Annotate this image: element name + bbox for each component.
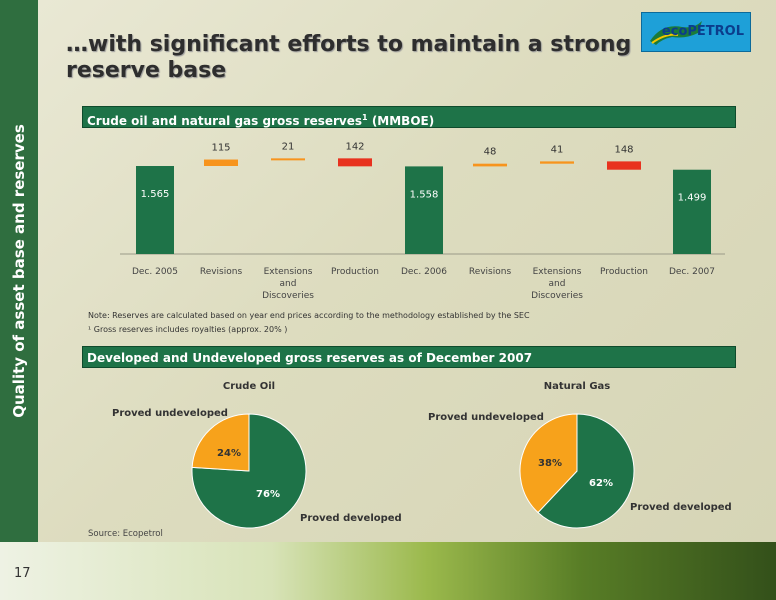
tick-label-7-0: Production [600,267,648,277]
slide-title: …with significant efforts to maintain a … [66,32,632,83]
bar-7 [607,161,641,170]
pie-2-slice-1 [519,413,578,514]
pie-1-slice-1 [191,413,250,472]
chart-note: Note: Reserves are calculated based on y… [88,311,530,320]
bar-5 [473,163,507,167]
logo-text: ecoPETROL [661,24,744,39]
bar-6 [540,161,574,164]
tick-label-4-0: Dec. 2006 [401,267,447,277]
bar-1 [204,159,238,166]
pie-1-legend-0: Proved developed [300,513,402,524]
slide-background [38,0,776,542]
bar-label-5: 48 [484,147,497,158]
section-header-footnote-mark: 1 [362,113,368,122]
tick-label-0-0: Dec. 2005 [132,267,178,277]
pie-2-slice-label-0: 62% [589,478,613,489]
bar-3 [338,158,372,167]
bar-label-1: 115 [211,143,230,154]
bar-label-6: 41 [551,144,564,155]
pie-2-slice-0 [537,413,635,529]
pie-1-legend-1: Proved undeveloped [112,408,228,419]
pie-1-slice-label-1: 24% [217,448,241,459]
pie-title-1: Crude Oil [223,381,275,392]
bar-label-0: 1.565 [141,189,170,200]
reserves-waterfall-chart: 1.565 Dec. 2005 115 Revisions 21 Extensions an… [120,141,725,301]
side-band [0,0,38,542]
pie-1-slice-label-0: 76% [256,489,280,500]
pie-title-2: Natural Gas [544,381,611,392]
bar-label-7: 148 [614,144,633,155]
footer-band [0,542,776,600]
bar-label-8: 1.499 [678,193,707,204]
bar-label-3: 142 [345,141,364,152]
bar-0 [136,166,174,254]
tick-label-2-2: Discoveries [262,291,314,301]
bar-4 [405,166,443,254]
tick-label-6-0: Extensions [533,267,582,277]
pie-2-legend-1: Proved undeveloped [428,412,544,423]
section-header-developed-text: Developed and Undeveloped gross reserves… [87,351,533,365]
tick-label-2-1: and [280,279,297,289]
ecopetrol-logo: ecoPETROL [641,12,751,52]
pie-2-slice-label-1: 38% [538,458,562,469]
tick-label-6-1: and [549,279,566,289]
tick-label-5-0: Revisions [469,267,512,277]
tick-label-3-0: Production [331,267,379,277]
pie-2-legend-0: Proved developed [630,502,732,513]
page-number: 17 [14,566,31,581]
section-header-reserves-text: Crude oil and natural gas gross reserves [87,114,363,128]
tick-label-6-2: Discoveries [531,291,583,301]
section-header-reserves-unit: (MMBOE) [371,114,435,128]
chart-footnote: ¹ Gross reserves includes royalties (app… [88,325,288,334]
source-note: Source: Ecopetrol [88,529,163,539]
logo-iguana-icon [650,21,702,45]
section-header-developed: Developed and Undeveloped gross reserves… [82,346,736,368]
section-header-reserves: Crude oil and natural gas gross reserves… [82,106,736,128]
bar-8 [673,169,711,254]
bar-2 [271,158,305,161]
tick-label-1-0: Revisions [200,267,243,277]
tick-label-8-0: Dec. 2007 [669,267,715,277]
bar-label-4: 1.558 [410,189,439,200]
bar-label-2: 21 [282,141,295,152]
tick-label-2-0: Extensions [264,267,313,277]
